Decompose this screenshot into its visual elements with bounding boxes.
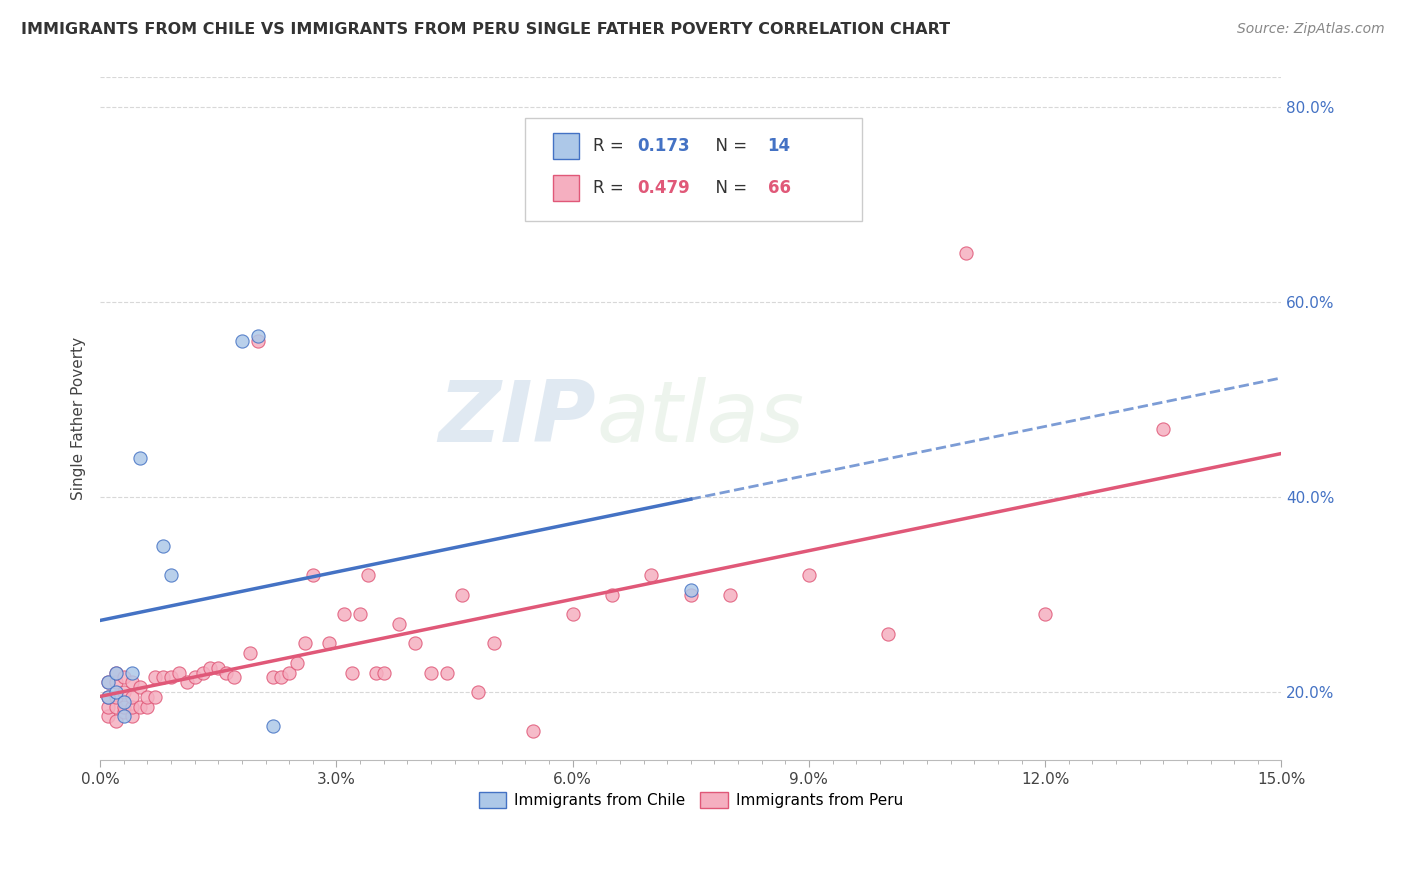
Point [176,675,198,690]
Point [121,675,143,690]
Text: N =: N = [704,137,752,155]
Point [97,690,120,704]
Point [215,665,238,680]
Point [121,665,143,680]
Point [231,334,253,348]
Text: ZIP: ZIP [439,377,596,460]
Point [262,719,284,733]
Point [112,670,135,684]
FancyBboxPatch shape [526,119,862,221]
Point [679,582,702,597]
FancyBboxPatch shape [553,133,578,159]
Point [404,636,426,650]
Point [128,680,150,694]
Text: R =: R = [593,178,628,197]
Point [104,714,127,729]
Point [112,709,135,723]
Point [104,690,127,704]
Text: 66: 66 [768,178,790,197]
Point [121,699,143,714]
Point [191,665,214,680]
Text: 0.479: 0.479 [637,178,690,197]
Point [121,709,143,723]
Legend: Immigrants from Chile, Immigrants from Peru: Immigrants from Chile, Immigrants from P… [472,786,908,814]
Point [419,665,441,680]
Point [104,685,127,699]
Text: IMMIGRANTS FROM CHILE VS IMMIGRANTS FROM PERU SINGLE FATHER POVERTY CORRELATION : IMMIGRANTS FROM CHILE VS IMMIGRANTS FROM… [21,22,950,37]
Point [333,607,356,621]
Point [104,675,127,690]
Y-axis label: Single Father Poverty: Single Father Poverty [72,337,86,500]
Point [797,568,820,582]
Point [340,665,363,680]
Point [373,665,395,680]
Point [152,670,174,684]
Point [301,568,323,582]
Point [97,675,120,690]
Text: 14: 14 [768,137,790,155]
Point [143,690,166,704]
Point [160,568,183,582]
Point [294,636,316,650]
Point [183,670,205,684]
Point [112,699,135,714]
Point [561,607,583,621]
FancyBboxPatch shape [553,175,578,201]
Point [104,665,127,680]
Point [112,695,135,709]
Point [522,724,544,739]
Point [278,665,301,680]
Text: atlas: atlas [596,377,804,460]
Point [388,616,411,631]
Point [128,450,150,465]
Point [285,656,308,670]
Point [152,539,174,553]
Point [451,588,474,602]
Point [679,588,702,602]
Point [270,670,292,684]
Point [200,661,222,675]
Point [136,699,159,714]
Point [876,626,898,640]
Point [97,690,120,704]
Point [97,709,120,723]
Point [112,705,135,719]
Point [1152,422,1174,436]
Point [128,699,150,714]
Text: Source: ZipAtlas.com: Source: ZipAtlas.com [1237,22,1385,37]
Point [160,670,183,684]
Point [1033,607,1056,621]
Text: R =: R = [593,137,628,155]
Point [955,246,977,260]
Point [104,699,127,714]
Point [97,699,120,714]
Point [143,670,166,684]
Point [104,665,127,680]
Point [97,675,120,690]
Text: 0.173: 0.173 [637,137,690,155]
Point [239,646,262,660]
Point [318,636,340,650]
Point [364,665,387,680]
Point [246,334,269,348]
Point [262,670,284,684]
Point [349,607,371,621]
Point [482,636,505,650]
Point [207,661,229,675]
Text: N =: N = [704,178,752,197]
Point [167,665,190,680]
Point [112,685,135,699]
Point [640,568,662,582]
Point [246,329,269,343]
Point [357,568,380,582]
Point [121,690,143,704]
Point [136,690,159,704]
Point [467,685,489,699]
Point [600,588,623,602]
Point [718,588,741,602]
Point [436,665,458,680]
Point [222,670,245,684]
